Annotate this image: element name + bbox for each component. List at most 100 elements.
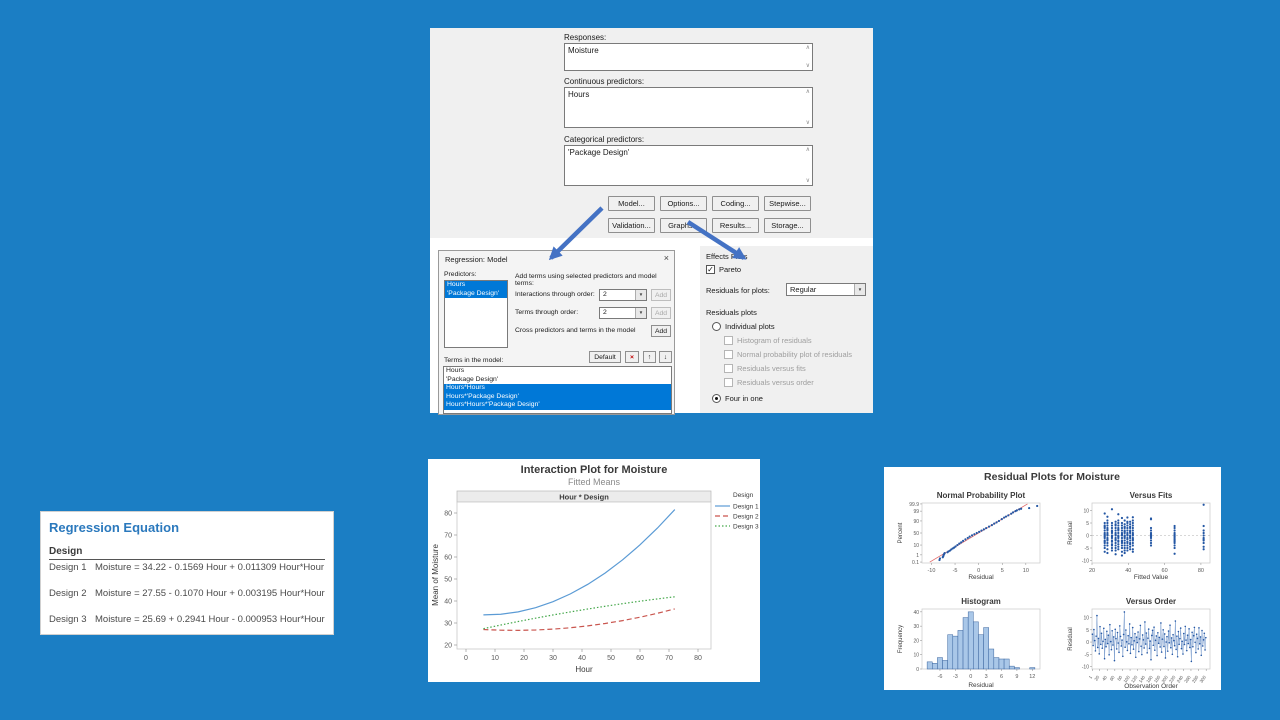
model-button[interactable]: Model... xyxy=(608,196,655,211)
svg-text:Percent: Percent xyxy=(898,522,904,543)
svg-text:-5: -5 xyxy=(953,568,958,574)
svg-text:200: 200 xyxy=(1161,674,1170,683)
svg-text:6: 6 xyxy=(1000,674,1003,680)
pareto-checkbox[interactable]: ✓ xyxy=(706,265,715,274)
option-label: Normal probability plot of residuals xyxy=(737,350,853,359)
svg-text:80: 80 xyxy=(1198,568,1204,574)
equation-row: Design 1 Moisture = 34.22 - 0.1569 Hour +… xyxy=(49,562,325,573)
scrollbar-down-icon[interactable]: ∨ xyxy=(805,178,810,184)
svg-text:99.9: 99.9 xyxy=(909,502,919,508)
svg-text:10: 10 xyxy=(1083,616,1089,622)
svg-text:Normal Probability Plot: Normal Probability Plot xyxy=(937,491,1026,500)
svg-text:140: 140 xyxy=(1138,674,1147,683)
svg-text:30: 30 xyxy=(549,655,557,662)
remove-term-button[interactable]: × xyxy=(625,351,639,363)
chevron-down-icon[interactable]: ▼ xyxy=(635,290,646,300)
storage-button[interactable]: Storage... xyxy=(764,218,811,233)
svg-text:12: 12 xyxy=(1029,674,1035,680)
svg-text:Design 2: Design 2 xyxy=(733,514,759,521)
categorical-predictors-label: Categorical predictors: xyxy=(564,135,645,144)
responses-value: Moisture xyxy=(568,46,599,55)
scrollbar-down-icon[interactable]: ∨ xyxy=(805,120,810,126)
scrollbar-up-icon[interactable]: ∧ xyxy=(805,45,810,51)
default-button[interactable]: Default xyxy=(589,351,621,363)
svg-text:Observation Order: Observation Order xyxy=(1124,683,1178,690)
list-item[interactable]: Hours xyxy=(446,367,465,374)
continuous-predictors-input[interactable]: Hours ∧ ∨ xyxy=(564,87,813,128)
residuals-plots-label: Residuals plots xyxy=(706,308,757,317)
option-checkbox[interactable] xyxy=(724,350,733,359)
predictors-listbox[interactable]: Hours 'Package Design' xyxy=(444,280,508,348)
validation-button[interactable]: Validation... xyxy=(608,218,655,233)
option-checkbox[interactable] xyxy=(724,378,733,387)
svg-text:60: 60 xyxy=(636,655,644,662)
close-icon[interactable]: × xyxy=(663,253,669,263)
add-cross-button[interactable]: Add xyxy=(651,325,671,337)
move-down-button[interactable]: ↓ xyxy=(659,351,672,363)
svg-text:Interaction Plot for Moisture: Interaction Plot for Moisture xyxy=(521,464,668,476)
chevron-down-icon[interactable]: ▼ xyxy=(635,308,646,318)
results-button[interactable]: Results... xyxy=(712,218,759,233)
svg-text:5: 5 xyxy=(1086,628,1089,634)
scrollbar-up-icon[interactable]: ∧ xyxy=(805,147,810,153)
four-in-one-radio[interactable] xyxy=(712,394,721,403)
svg-text:-10: -10 xyxy=(1082,559,1089,565)
interactions-order-select[interactable]: 2 ▼ xyxy=(599,289,647,301)
residuals-for-plots-select[interactable]: Regular ▼ xyxy=(786,283,866,296)
option-checkbox[interactable] xyxy=(724,336,733,345)
options-button[interactable]: Options... xyxy=(660,196,707,211)
list-item[interactable]: Hours*'Package Design' xyxy=(444,392,671,401)
svg-text:280: 280 xyxy=(1191,674,1200,683)
svg-text:260: 260 xyxy=(1183,674,1192,683)
minitab-screenshot-canvas: Responses: Moisture ∧ ∨ Continuous predi… xyxy=(430,28,873,415)
chevron-down-icon[interactable]: ▼ xyxy=(854,284,865,295)
svg-text:Fitted Means: Fitted Means xyxy=(568,477,621,487)
regression-model-dialog: Regression: Model × Predictors: Hours 'Pa… xyxy=(438,250,675,415)
cross-predictors-label: Cross predictors and terms in the model xyxy=(515,327,636,334)
add-interactions-button[interactable]: Add xyxy=(651,289,671,301)
graphs-button[interactable]: Graphs... xyxy=(660,218,707,233)
svg-text:50: 50 xyxy=(913,531,919,537)
list-item[interactable]: 'Package Design' xyxy=(446,375,499,383)
svg-text:50: 50 xyxy=(444,577,452,584)
svg-text:20: 20 xyxy=(1093,674,1100,681)
list-item[interactable]: Hours xyxy=(445,281,507,290)
svg-text:10: 10 xyxy=(491,655,499,662)
pareto-label: Pareto xyxy=(719,265,742,274)
list-item[interactable]: 'Package Design' xyxy=(445,289,507,298)
effects-plots-title: Effects Plots xyxy=(706,252,748,261)
svg-text:40: 40 xyxy=(1101,674,1108,681)
option-checkbox[interactable] xyxy=(724,364,733,373)
scrollbar-down-icon[interactable]: ∨ xyxy=(805,63,810,69)
svg-text:Design 1: Design 1 xyxy=(733,504,759,511)
svg-text:10: 10 xyxy=(1023,568,1029,574)
interactions-order-value: 2 xyxy=(603,291,607,298)
add-terms-order-button[interactable]: Add xyxy=(651,307,671,319)
svg-text:0: 0 xyxy=(969,674,972,680)
svg-text:3: 3 xyxy=(985,674,988,680)
svg-text:0: 0 xyxy=(464,655,468,662)
categorical-predictors-input[interactable]: 'Package Design' ∧ ∨ xyxy=(564,145,813,186)
dialog-title: Regression: Model xyxy=(445,255,508,264)
interaction-plot-panel: Interaction Plot for Moisture Fitted Mean… xyxy=(428,459,760,682)
svg-text:30: 30 xyxy=(913,624,919,630)
svg-text:40: 40 xyxy=(444,599,452,606)
responses-input[interactable]: Moisture ∧ ∨ xyxy=(564,43,813,71)
svg-text:240: 240 xyxy=(1176,674,1185,683)
terms-in-model-listbox[interactable]: Hours 'Package Design' Hours*Hours Hours*'P… xyxy=(443,366,672,414)
coding-button[interactable]: Coding... xyxy=(712,196,759,211)
terms-order-select[interactable]: 2 ▼ xyxy=(599,307,647,319)
list-item[interactable]: Hours*Hours xyxy=(444,384,671,393)
svg-text:120: 120 xyxy=(1130,674,1139,683)
terms-order-value: 2 xyxy=(603,309,607,316)
move-up-button[interactable]: ↑ xyxy=(643,351,656,363)
svg-text:Versus Fits: Versus Fits xyxy=(1130,491,1173,500)
svg-text:80: 80 xyxy=(1116,674,1123,681)
residual-plots-chart: Residual Plots for Moisture Normal Probab… xyxy=(898,471,1211,690)
svg-text:Histogram: Histogram xyxy=(961,597,1001,606)
individual-plots-radio[interactable] xyxy=(712,322,721,331)
list-item[interactable]: Hours*Hours*'Package Design' xyxy=(444,401,671,410)
svg-text:60: 60 xyxy=(1109,674,1116,681)
stepwise-button[interactable]: Stepwise... xyxy=(764,196,811,211)
scrollbar-up-icon[interactable]: ∧ xyxy=(805,89,810,95)
